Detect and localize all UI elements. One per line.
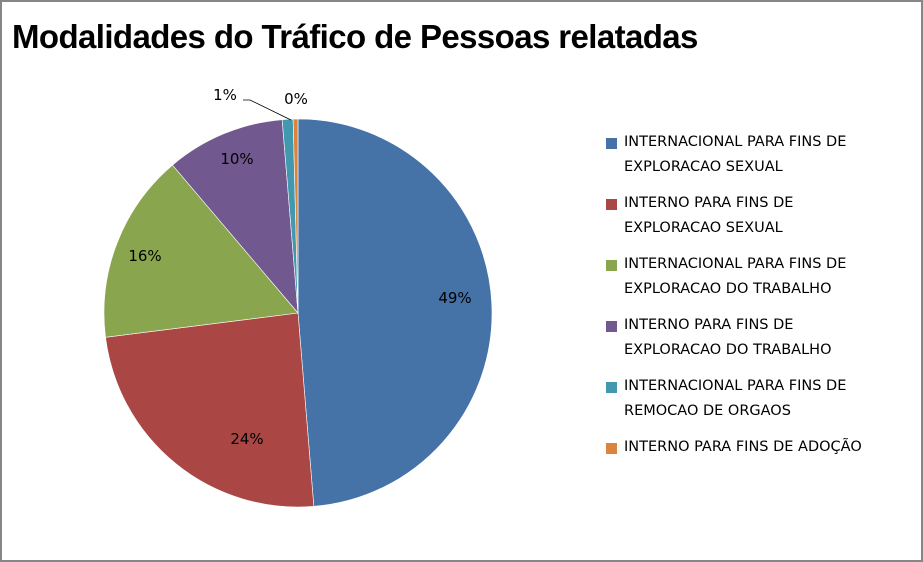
data-labels: 49% 24% 16% 10% 1% 0% [128,86,471,448]
legend-swatch-icon [606,260,617,271]
legend-item: INTERNO PARA FINS DE ADOÇÃO [606,435,916,460]
leader-line [243,99,292,121]
legend-swatch-icon [606,138,617,149]
pie-slice [297,118,493,507]
pie-slice [172,119,299,314]
pie-slices [103,118,493,508]
legend-item: INTERNACIONAL PARA FINS DE EXPLORACAO SEX… [606,130,916,180]
pie-slice [292,118,299,314]
legend-swatch-icon [606,382,617,393]
legend-swatch-icon [606,321,617,332]
legend-swatch-icon [606,443,617,454]
legend-item: INTERNO PARA FINS DE EXPLORACAO SEXUAL [606,191,916,241]
data-label: 10% [220,150,253,168]
legend-item: INTERNACIONAL PARA FINS DE REMOCAO DE ORG… [606,374,916,424]
data-label: 49% [438,289,471,307]
legend-item: INTERNO PARA FINS DE EXPLORACAO DO TRABAL… [606,313,916,363]
legend-item: INTERNACIONAL PARA FINS DE EXPLORACAO DO … [606,252,916,302]
chart-title: Modalidades do Tráfico de Pessoas relata… [12,18,698,55]
data-label: 0% [284,90,308,108]
data-label: 1% [213,86,237,104]
pie-slice [105,312,315,508]
legend-swatch-icon [606,199,617,210]
data-label: 24% [230,430,263,448]
legend: INTERNACIONAL PARA FINS DE EXPLORACAO SEX… [606,130,916,471]
pie-slice [103,164,299,338]
data-label: 16% [128,247,161,265]
